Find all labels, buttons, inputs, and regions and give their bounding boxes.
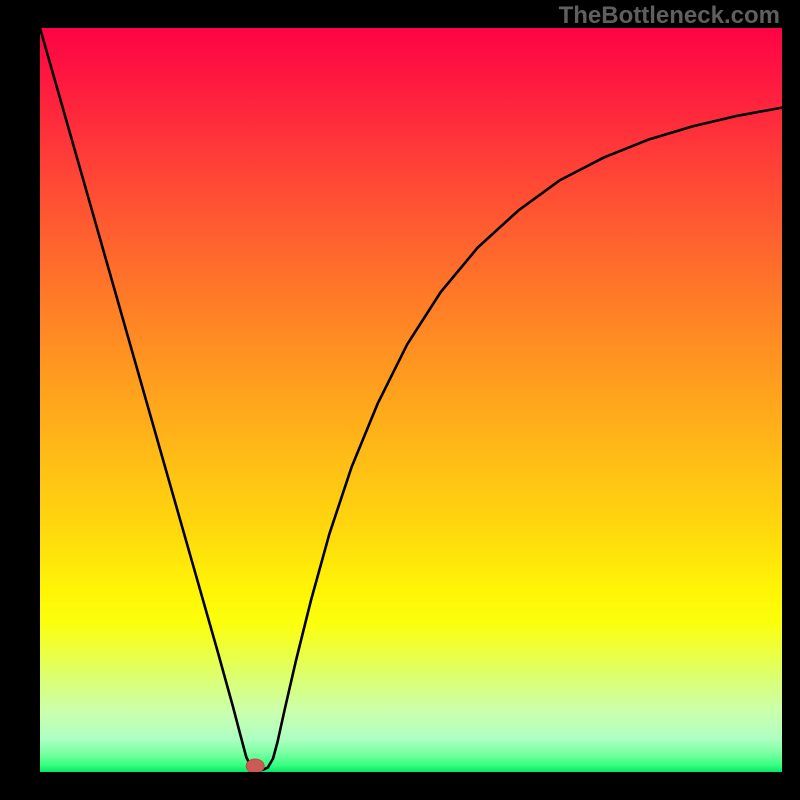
gradient-background — [40, 28, 782, 772]
watermark-text: TheBottleneck.com — [559, 2, 780, 30]
minimum-marker — [246, 759, 264, 772]
plot-area — [40, 28, 782, 772]
chart-svg — [40, 28, 782, 772]
